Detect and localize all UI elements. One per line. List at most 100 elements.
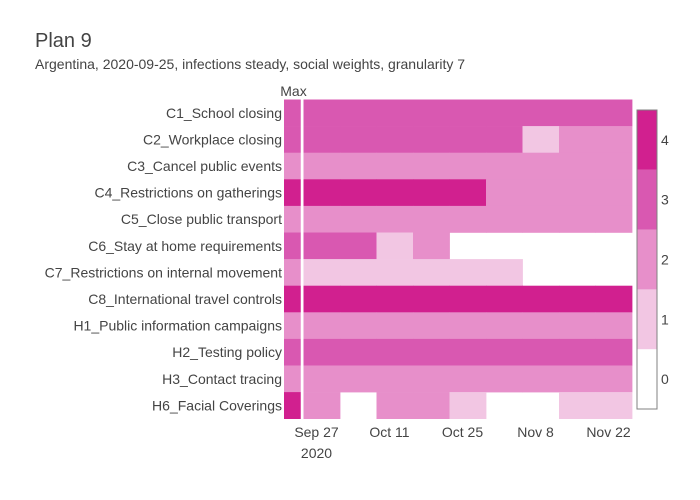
colorbar-segment (637, 349, 657, 409)
colorbar-tick-label: 2 (661, 252, 669, 268)
row-label: C2_Workplace closing (143, 131, 282, 147)
heatmap-cell (595, 152, 633, 180)
heatmap-cell (376, 259, 414, 286)
colorbar-segment (637, 110, 657, 170)
heatmap-cell (303, 232, 341, 260)
heatmap-cell (303, 205, 341, 233)
heatmap-cell (413, 312, 450, 340)
heatmap-cell (376, 392, 414, 419)
chart-subtitle: Argentina, 2020-09-25, infections steady… (35, 56, 466, 72)
heatmap-cell (303, 365, 341, 393)
x-tick-label: Oct 25 (442, 424, 483, 440)
heatmap-cell (340, 99, 377, 127)
heatmap-cell (595, 312, 633, 340)
heatmap-cell (340, 126, 377, 153)
heatmap-cell (449, 285, 487, 313)
heatmap-cell (376, 179, 414, 207)
heatmap-cell (413, 259, 450, 286)
heatmap-cell (595, 285, 633, 313)
row-label: C8_International travel controls (88, 291, 282, 307)
colorbar-tick-label: 3 (661, 192, 669, 208)
heatmap-cell (449, 312, 487, 340)
colorbar-segment (637, 169, 657, 230)
heatmap-cell (522, 285, 560, 313)
max-cell (284, 152, 301, 180)
heatmap-cell (559, 285, 596, 313)
heatmap-cell (595, 205, 633, 233)
heatmap-cell (522, 99, 560, 127)
colorbar-tick-label: 0 (661, 371, 669, 387)
heatmap-cell (340, 179, 377, 207)
heatmap-cell (486, 285, 523, 313)
heatmap-cell (449, 365, 487, 393)
heatmap-cell (413, 99, 450, 127)
heatmap-cell (486, 365, 523, 393)
max-cell (284, 99, 301, 127)
heatmap-cell (595, 179, 633, 207)
heatmap-cell (376, 285, 414, 313)
chart-title: Plan 9 (35, 30, 92, 52)
heatmap-cell (559, 99, 596, 127)
heatmap-cell (303, 126, 341, 153)
heatmap-cell (340, 205, 377, 233)
heatmap-cell (595, 338, 633, 366)
heatmap-cell (303, 392, 341, 419)
heatmap-cell (340, 312, 377, 340)
heatmap-cell (413, 232, 450, 260)
heatmap-cell (522, 312, 560, 340)
max-cell (284, 179, 301, 207)
heatmap-cell (595, 365, 633, 393)
heatmap-cell (303, 285, 341, 313)
heatmap-cell (522, 338, 560, 366)
heatmap-cell (522, 205, 560, 233)
row-label: H1_Public information campaigns (73, 318, 282, 334)
heatmap-cell (559, 152, 596, 180)
heatmap-cell (595, 392, 633, 419)
heatmap-cell (340, 285, 377, 313)
heatmap-cell (522, 126, 560, 153)
heatmap-cell (340, 232, 377, 260)
max-cell (284, 232, 301, 260)
x-tick-label: Nov 22 (586, 424, 631, 440)
heatmap-cell (413, 365, 450, 393)
heatmap-cell (413, 205, 450, 233)
heatmap-cell (413, 152, 450, 180)
heatmap-cell (449, 126, 487, 153)
heatmap-cell (303, 338, 341, 366)
heatmap-cell (449, 259, 487, 286)
heatmap-cell (303, 259, 341, 286)
heatmap-cell (522, 152, 560, 180)
row-label: H6_Facial Coverings (152, 397, 282, 413)
heatmap-cell (376, 232, 414, 260)
heatmap-cell (449, 338, 487, 366)
heatmap-cell (486, 152, 523, 180)
x-tick-label: Nov 8 (517, 424, 554, 440)
row-label: C6_Stay at home requirements (88, 238, 282, 254)
heatmap-cell (449, 152, 487, 180)
heatmap-cell (559, 205, 596, 233)
colorbar-border (636, 109, 658, 410)
heatmap-cell (376, 338, 414, 366)
heatmap-cell (376, 205, 414, 233)
heatmap-cell (413, 285, 450, 313)
max-cell (284, 259, 301, 286)
heatmap-cell (449, 179, 487, 207)
row-label: C3_Cancel public events (127, 158, 282, 174)
heatmap-cell (559, 392, 596, 419)
heatmap-cell (522, 179, 560, 207)
max-cell (284, 365, 301, 393)
heatmap-cell (486, 259, 523, 286)
heatmap-cell (303, 99, 341, 127)
heatmap-cell (486, 126, 523, 153)
heatmap-cell (559, 338, 596, 366)
max-cell (284, 285, 301, 313)
colorbar-segment (637, 229, 657, 290)
heatmap-cell (376, 312, 414, 340)
heatmap-cell (340, 338, 377, 366)
heatmap-cell (486, 205, 523, 233)
max-column-label: Max (280, 83, 306, 99)
max-cell (284, 392, 301, 419)
heatmap-cell (595, 126, 633, 153)
max-cell (284, 312, 301, 340)
